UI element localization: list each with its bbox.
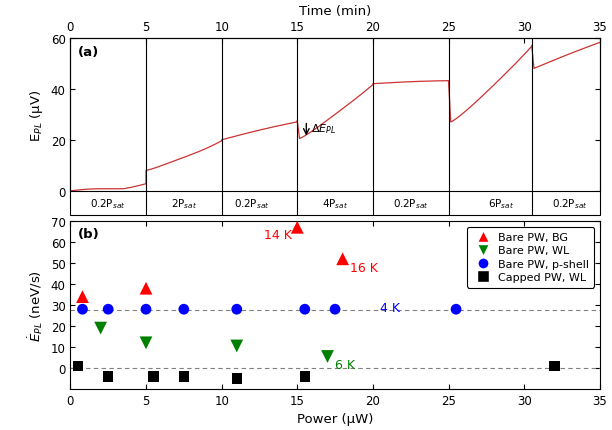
- Text: 16 K: 16 K: [350, 261, 378, 274]
- Point: [73, 362, 83, 369]
- Text: $\Delta E_{PL}$: $\Delta E_{PL}$: [311, 122, 336, 136]
- Point: [338, 256, 348, 263]
- Point: [232, 375, 242, 382]
- Point: [300, 306, 310, 313]
- Point: [179, 373, 188, 380]
- Y-axis label: E$_{PL}$ (μV): E$_{PL}$ (μV): [28, 89, 45, 141]
- Text: (a): (a): [78, 46, 99, 59]
- Point: [95, 325, 105, 332]
- Point: [300, 373, 310, 380]
- Point: [232, 306, 242, 313]
- Point: [293, 224, 302, 231]
- Point: [179, 306, 188, 313]
- Text: 0.2P$_{sat}$: 0.2P$_{sat}$: [393, 196, 428, 210]
- Point: [232, 343, 242, 350]
- Point: [550, 362, 559, 369]
- Point: [141, 340, 151, 347]
- Point: [149, 373, 159, 380]
- Point: [141, 285, 151, 292]
- Text: 0.2P$_{sat}$: 0.2P$_{sat}$: [234, 196, 270, 210]
- Text: 0.2P$_{sat}$: 0.2P$_{sat}$: [552, 196, 588, 210]
- Point: [330, 306, 340, 313]
- Y-axis label: $\dot{E}_{PL}$ (neV/s): $\dot{E}_{PL}$ (neV/s): [26, 270, 45, 341]
- Point: [78, 306, 88, 313]
- Text: 4 K: 4 K: [381, 301, 400, 314]
- Point: [78, 294, 88, 301]
- Text: 6P$_{sat}$: 6P$_{sat}$: [488, 196, 515, 210]
- X-axis label: Power (μW): Power (μW): [297, 412, 373, 425]
- Text: 4P$_{sat}$: 4P$_{sat}$: [322, 196, 348, 210]
- FancyBboxPatch shape: [70, 191, 600, 215]
- Text: 0.2P$_{sat}$: 0.2P$_{sat}$: [91, 196, 126, 210]
- Legend: Bare PW, BG, Bare PW, WL, Bare PW, p-shell, Capped PW, WL: Bare PW, BG, Bare PW, WL, Bare PW, p-she…: [466, 227, 594, 288]
- Point: [451, 306, 461, 313]
- Point: [141, 306, 151, 313]
- Text: 6 K: 6 K: [335, 359, 355, 372]
- Point: [103, 306, 113, 313]
- Point: [323, 353, 332, 360]
- Text: (b): (b): [78, 228, 100, 241]
- X-axis label: Time (min): Time (min): [299, 5, 371, 18]
- Point: [103, 373, 113, 380]
- Text: 2P$_{sat}$: 2P$_{sat}$: [171, 196, 197, 210]
- Text: 14 K: 14 K: [264, 229, 292, 242]
